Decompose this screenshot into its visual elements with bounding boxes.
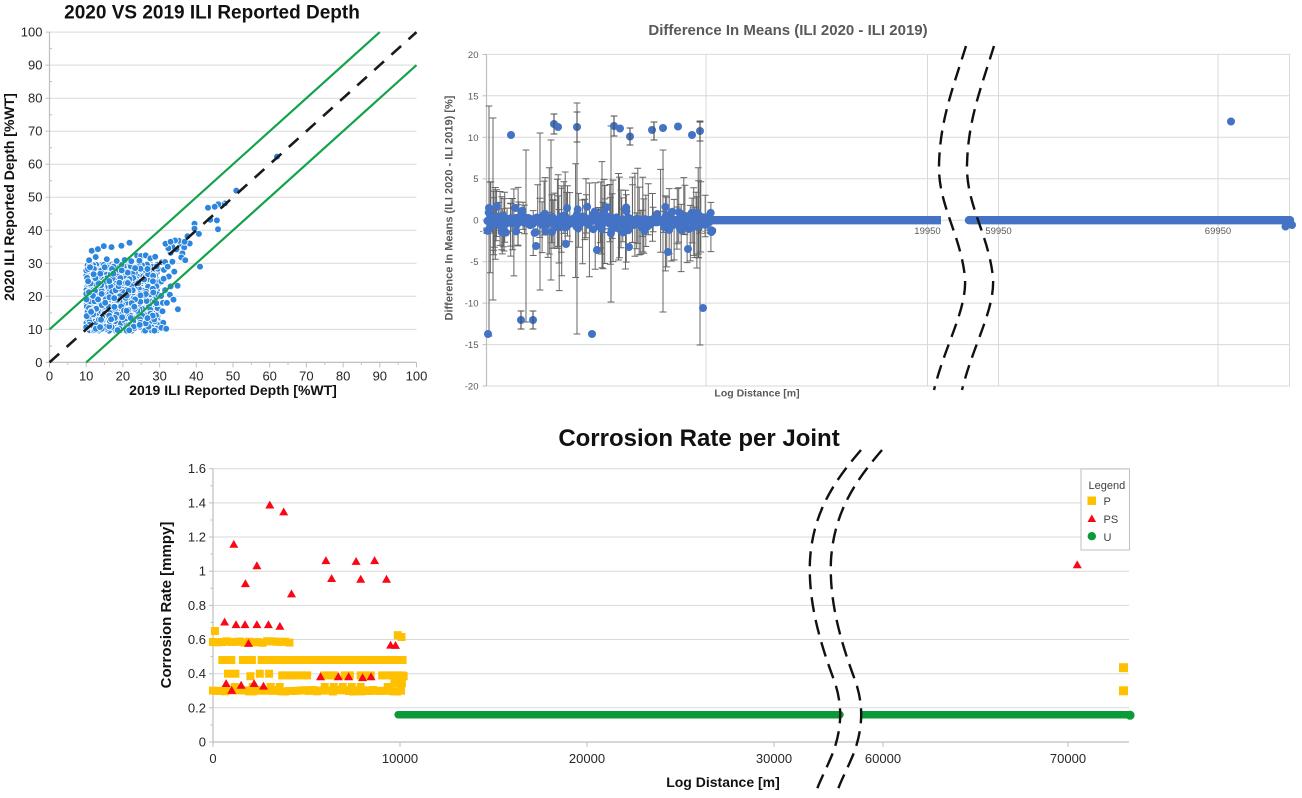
svg-text:0.8: 0.8	[188, 598, 206, 613]
svg-text:0: 0	[199, 735, 206, 750]
svg-text:50: 50	[28, 190, 42, 205]
svg-text:40: 40	[28, 223, 42, 238]
svg-text:100: 100	[21, 25, 43, 40]
svg-text:70: 70	[299, 368, 313, 383]
svg-text:9950: 9950	[695, 226, 716, 237]
svg-text:Log Distance [m]: Log Distance [m]	[714, 388, 799, 400]
svg-text:90: 90	[373, 368, 387, 383]
svg-text:70000: 70000	[1050, 751, 1086, 766]
svg-text:10000: 10000	[382, 751, 418, 766]
svg-text:80: 80	[336, 368, 350, 383]
svg-text:10: 10	[79, 368, 93, 383]
svg-text:0: 0	[35, 355, 42, 370]
svg-text:0.4: 0.4	[188, 666, 206, 681]
svg-text:20: 20	[116, 368, 130, 383]
svg-text:60: 60	[262, 368, 276, 383]
svg-text:PS: PS	[1104, 514, 1119, 526]
svg-text:Log Distance [m]: Log Distance [m]	[666, 774, 780, 790]
svg-text:2019 ILI Reported Depth [%WT]: 2019 ILI Reported Depth [%WT]	[129, 382, 337, 398]
svg-text:100: 100	[406, 368, 428, 383]
svg-text:69950: 69950	[1205, 226, 1231, 237]
svg-text:1.2: 1.2	[188, 530, 206, 545]
svg-text:59950: 59950	[985, 226, 1011, 237]
svg-text:U: U	[1104, 532, 1112, 544]
svg-text:60: 60	[28, 157, 42, 172]
svg-text:10: 10	[28, 322, 42, 337]
svg-text:Difference In Means (ILI 2020: Difference In Means (ILI 2020 - ILI 2019…	[444, 95, 456, 320]
svg-text:-10: -10	[465, 299, 479, 310]
svg-text:1.6: 1.6	[188, 461, 206, 476]
svg-text:20: 20	[28, 289, 42, 304]
svg-text:19950: 19950	[914, 226, 940, 237]
svg-text:80: 80	[28, 91, 42, 106]
svg-text:20000: 20000	[569, 751, 605, 766]
svg-text:0.2: 0.2	[188, 700, 206, 715]
svg-text:Corrosion Rate [mmpy]: Corrosion Rate [mmpy]	[158, 522, 175, 689]
svg-text:20: 20	[468, 50, 479, 61]
svg-text:30000: 30000	[756, 751, 792, 766]
svg-text:0: 0	[473, 216, 478, 227]
svg-text:5: 5	[473, 174, 478, 185]
svg-text:50: 50	[226, 368, 240, 383]
svg-text:2020 VS 2019 ILI Reported Dept: 2020 VS 2019 ILI Reported Depth	[64, 3, 360, 24]
svg-text:15: 15	[468, 91, 479, 102]
svg-text:70: 70	[28, 124, 42, 139]
svg-text:10: 10	[468, 133, 479, 144]
svg-text:90: 90	[28, 58, 42, 73]
svg-text:0.6: 0.6	[188, 632, 206, 647]
svg-text:2020 ILI Reported Depth [%WT]: 2020 ILI Reported Depth [%WT]	[1, 93, 17, 301]
svg-text:Legend: Legend	[1089, 480, 1126, 492]
svg-text:0: 0	[46, 368, 53, 383]
svg-text:1: 1	[199, 564, 206, 579]
svg-text:40: 40	[189, 368, 203, 383]
svg-text:30: 30	[28, 256, 42, 271]
svg-text:-5: -5	[470, 257, 478, 268]
svg-text:0: 0	[209, 751, 216, 766]
svg-text:Difference In Means (ILI 2020: Difference In Means (ILI 2020 - ILI 2019…	[648, 22, 927, 39]
svg-text:P: P	[1104, 496, 1111, 508]
svg-text:30: 30	[152, 368, 166, 383]
svg-text:1.4: 1.4	[188, 495, 206, 510]
svg-text:60000: 60000	[865, 751, 901, 766]
svg-text:-20: -20	[465, 382, 479, 393]
svg-text:-15: -15	[465, 340, 479, 351]
svg-text:Corrosion Rate per Joint: Corrosion Rate per Joint	[558, 425, 839, 452]
